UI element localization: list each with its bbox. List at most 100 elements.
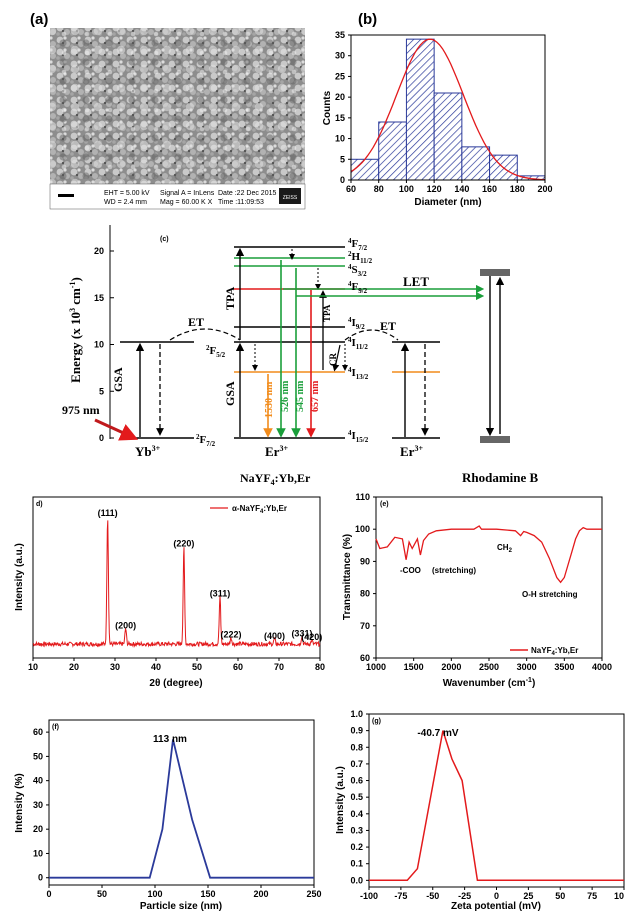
y-tick-label: 0.4 bbox=[350, 809, 363, 819]
et-curve-left bbox=[169, 328, 241, 341]
x-tick-label: 2500 bbox=[479, 662, 499, 672]
zeiss-logo-text: ZEISS bbox=[283, 195, 298, 201]
histogram-bar bbox=[378, 121, 407, 181]
xrd-peak-label: (311) bbox=[210, 589, 231, 599]
zeta-peak-label: -40.7 mV bbox=[417, 728, 458, 739]
excitation-label: 975 nm bbox=[62, 403, 100, 417]
y-tick-label: 80 bbox=[360, 589, 370, 599]
y-tick-label: 30 bbox=[33, 800, 43, 810]
panel-b-letter: (b) bbox=[358, 11, 377, 28]
y-tick-label: 20 bbox=[335, 92, 345, 102]
x-tick-label: 160 bbox=[482, 184, 497, 194]
xrd-peak-label: (111) bbox=[98, 508, 118, 518]
y-tick-label: 25 bbox=[335, 71, 345, 81]
histogram-frame bbox=[350, 34, 546, 181]
y-tick-label: 0.0 bbox=[350, 875, 363, 885]
histogram-y-ticks: 0 5 10 15 20 25 30 35 bbox=[335, 30, 351, 185]
histogram-y-label: Counts bbox=[322, 90, 333, 125]
zeta-y-label: Intensity (a.u.) bbox=[335, 766, 346, 834]
xrd-peak-label: (220) bbox=[173, 539, 194, 549]
y-tick-label: 0 bbox=[38, 873, 43, 883]
x-tick-label: 20 bbox=[69, 662, 79, 672]
er-cr-label: CR bbox=[328, 353, 338, 366]
x-tick-label: 100 bbox=[399, 184, 414, 194]
dls-y-ticks: 0 10 20 30 40 50 60 bbox=[33, 727, 49, 883]
x-tick-label: 50 bbox=[555, 891, 565, 901]
y-tick-label: 50 bbox=[33, 751, 43, 761]
er-gsa-label: GSA bbox=[223, 381, 237, 406]
y-tick-label: 0.8 bbox=[350, 742, 363, 752]
x-tick-label: 25 bbox=[523, 891, 533, 901]
x-tick-label: 60 bbox=[233, 662, 243, 672]
x-tick-label: 1000 bbox=[366, 662, 386, 672]
dls-x-label: Particle size (nm) bbox=[140, 901, 222, 912]
y-tick-label: 0.6 bbox=[350, 776, 363, 786]
x-tick-label: -100 bbox=[360, 891, 378, 901]
histogram-x-label: Diameter (nm) bbox=[414, 197, 481, 208]
y-tick-label: 90 bbox=[360, 556, 370, 566]
y-tick-label: 10 bbox=[33, 848, 43, 858]
dls-y-label: Intensity (%) bbox=[14, 773, 25, 832]
xrd-peak-label: (420) bbox=[301, 632, 322, 642]
y-tick-label: 1.0 bbox=[350, 709, 363, 719]
svg-text:4I13/2: 4I13/2 bbox=[348, 366, 369, 381]
x-tick-label: 70 bbox=[274, 662, 284, 672]
rhb-excited-level bbox=[480, 269, 510, 276]
xrd-peak-label: (200) bbox=[115, 621, 136, 631]
xrd-y-label: Intensity (a.u.) bbox=[14, 543, 25, 611]
y-tick-label: 35 bbox=[335, 30, 345, 40]
sem-time: Time :11:09:53 bbox=[218, 199, 264, 206]
y-tick-label: 0.7 bbox=[350, 759, 363, 769]
svg-text:545 nm: 545 nm bbox=[295, 380, 306, 412]
panel-g-letter: (g) bbox=[372, 718, 381, 725]
svg-text:1530 nm: 1530 nm bbox=[264, 381, 275, 418]
y-tick-label: 0.1 bbox=[350, 859, 363, 869]
zeta-x-ticks: -100 -75 -50 -25 0 25 50 75 10 bbox=[360, 887, 625, 901]
svg-text:4I15/2: 4I15/2 bbox=[348, 429, 369, 444]
ftir-oh-label: O-H stretching bbox=[522, 590, 578, 599]
y-tick-label: 0.9 bbox=[350, 726, 363, 736]
y-tick-label: 20 bbox=[33, 824, 43, 834]
svg-text:526 nm: 526 nm bbox=[280, 380, 291, 412]
y-tick-label: 5 bbox=[340, 154, 345, 164]
y-tick-label: 0.3 bbox=[350, 825, 363, 835]
histogram-bars bbox=[350, 38, 546, 181]
y-tick-label: 60 bbox=[33, 727, 43, 737]
y-tick-label: 60 bbox=[360, 653, 370, 663]
svg-text:4I9/2: 4I9/2 bbox=[348, 316, 365, 331]
host-label: NaYF4:Yb,Er bbox=[240, 471, 311, 487]
dls-peak-label: 113 nm bbox=[153, 734, 187, 745]
yb-ion-label: Yb3+ bbox=[135, 444, 161, 459]
emission-labels: 1530 nm 526 nm 545 nm 657 nm bbox=[264, 380, 321, 418]
sem-signal: Signal A = InLens bbox=[160, 190, 215, 197]
histogram-x-ticks: 60 80 100 120 140 160 180 200 bbox=[346, 180, 553, 194]
rhb-ground-level bbox=[480, 436, 510, 443]
zeiss-logo bbox=[279, 188, 301, 204]
histogram-bar bbox=[433, 92, 463, 181]
er-tpa2-label: TPA bbox=[322, 304, 332, 322]
histogram-bar bbox=[461, 146, 491, 181]
sem-date: Date :22 Dec 2015 bbox=[218, 190, 276, 197]
xrd-peak-label: (400) bbox=[264, 631, 285, 641]
panel-f: (f) 0 50 100 150 200 250 0 10 20 30 40 50 60 113 nm… bbox=[14, 719, 322, 912]
svg-text:2F7/2: 2F7/2 bbox=[196, 433, 216, 448]
sem-info-bar bbox=[49, 183, 306, 210]
energy-tick-label: 15 bbox=[94, 293, 104, 303]
x-tick-label: 200 bbox=[253, 889, 268, 899]
panel-c-letter: (c) bbox=[160, 236, 169, 243]
x-tick-label: 1500 bbox=[404, 662, 424, 672]
energy-axis-label: Energy (x 103 cm-1) bbox=[68, 277, 83, 383]
x-tick-label: 2000 bbox=[441, 662, 461, 672]
energy-tick-label: 5 bbox=[99, 386, 104, 396]
panel-g: (g) -100 -75 -50 -25 0 25 50 75 10 0.00.10.20.30… bbox=[335, 709, 625, 912]
x-tick-label: 30 bbox=[110, 662, 120, 672]
panel-d: d) (111) (200) (220) (311) (222) (400) (331)(4… bbox=[14, 496, 325, 689]
x-tick-label: 75 bbox=[587, 891, 597, 901]
zeta-x-label: Zeta potential (mV) bbox=[451, 901, 541, 912]
er-level-labels: 4F7/2 2H11/2 4S3/2 4F9/2 4I9/2 4I11/2 4I… bbox=[196, 237, 373, 448]
et-label-right: ET bbox=[380, 319, 396, 333]
ftir-legend-label: NaYF4:Yb,Er bbox=[531, 646, 578, 657]
ftir-ch2-label: CH2 bbox=[497, 543, 513, 554]
ftir-coo-label: -COO bbox=[400, 566, 421, 575]
excitation-arrow bbox=[94, 418, 139, 441]
